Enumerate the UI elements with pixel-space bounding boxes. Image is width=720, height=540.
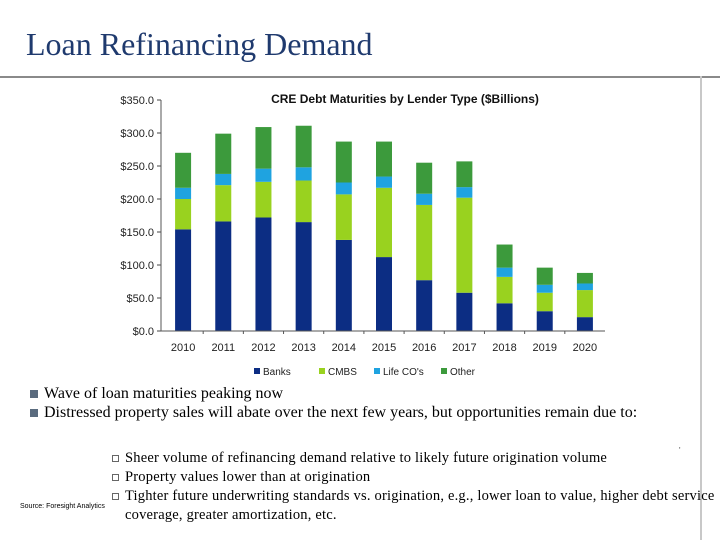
stray-mark: ' xyxy=(679,446,681,455)
bar-segment-life-co-s xyxy=(255,168,272,182)
bar-segment-life-co-s xyxy=(376,176,392,188)
y-tick-label: $250.0 xyxy=(120,161,154,173)
legend-swatch xyxy=(254,368,260,374)
legend-swatch xyxy=(319,368,325,374)
bar-segment-banks xyxy=(255,217,272,331)
bar-segment-cmbs xyxy=(456,197,473,293)
bar-segment-life-co-s xyxy=(536,284,553,293)
x-tick-label: 2012 xyxy=(251,342,275,354)
x-tick-label: 2016 xyxy=(412,342,436,354)
bullet-list: Wave of loan maturities peaking now Dist… xyxy=(30,384,704,422)
bullet-square-icon xyxy=(30,390,38,398)
bar-segment-cmbs xyxy=(576,290,593,318)
bar-segment-banks xyxy=(295,222,312,331)
bar-segment-banks xyxy=(456,292,473,331)
source-note: Source: Foresight Analytics xyxy=(20,503,105,510)
x-tick-label: 2011 xyxy=(211,342,235,354)
bar-segment-cmbs xyxy=(335,194,352,240)
sub-bullet-item: Property values lower than at originatio… xyxy=(112,468,715,487)
bar-segment-other xyxy=(416,162,433,194)
bar-segment-cmbs xyxy=(536,292,553,312)
y-tick-label: $350.0 xyxy=(120,95,154,107)
bar-segment-life-co-s xyxy=(496,267,513,277)
right-divider xyxy=(700,76,702,540)
x-tick-label: 2015 xyxy=(372,342,396,354)
legend-swatch xyxy=(441,368,447,374)
chart-title: CRE Debt Maturities by Lender Type ($Bil… xyxy=(271,92,539,106)
bar-segment-banks xyxy=(576,317,593,331)
bullet-square-icon xyxy=(30,409,38,417)
maturities-chart: CRE Debt Maturities by Lender Type ($Bil… xyxy=(120,92,605,378)
bar-segment-cmbs xyxy=(416,204,433,281)
y-tick-label: $200.0 xyxy=(120,194,154,206)
legend-label: CMBS xyxy=(328,367,357,378)
legend-label: Banks xyxy=(263,367,291,378)
sub-bullet-square-icon xyxy=(112,455,119,462)
sub-bullet-item: Sheer volume of refinancing demand relat… xyxy=(112,449,715,468)
slide-title: Loan Refinancing Demand xyxy=(26,26,373,62)
bar-segment-cmbs xyxy=(376,187,392,258)
bar-segment-life-co-s xyxy=(295,167,312,181)
bar-segment-banks xyxy=(215,221,232,331)
sub-bullet-item: Tighter future underwriting standards vs… xyxy=(112,487,715,525)
bullet-item: Distressed property sales will abate ove… xyxy=(30,403,704,422)
x-tick-label: 2017 xyxy=(452,342,476,354)
sub-bullet-square-icon xyxy=(112,493,119,500)
bar-segment-cmbs xyxy=(175,199,192,230)
bar-segment-banks xyxy=(416,280,433,331)
bar-segment-other xyxy=(175,152,192,188)
bullet-text: Wave of loan maturities peaking now xyxy=(44,385,284,402)
title-divider xyxy=(0,76,720,78)
y-axis: $0.0 $50.0 $100.0 $150.0 $200.0 $250.0 $300.0 $… xyxy=(120,95,162,338)
bar-segment-life-co-s xyxy=(456,187,473,198)
bar-segment-life-co-s xyxy=(175,187,192,199)
sub-bullet-square-icon xyxy=(112,474,119,481)
y-tick-label: $100.0 xyxy=(120,260,154,272)
legend-label: Life CO's xyxy=(383,367,424,378)
x-tick-label: 2019 xyxy=(532,342,556,354)
bar-segment-other xyxy=(295,125,312,168)
x-tick-label: 2020 xyxy=(573,342,597,354)
bar-segment-life-co-s xyxy=(215,173,232,186)
bar-segment-cmbs xyxy=(215,185,232,222)
bar-segment-other xyxy=(536,267,553,285)
bar-segment-other xyxy=(456,161,473,188)
bar-segment-life-co-s xyxy=(576,283,593,291)
bar-segment-cmbs xyxy=(255,181,272,218)
bar-segment-other xyxy=(215,133,232,174)
sub-bullet-text: Sheer volume of refinancing demand relat… xyxy=(125,450,608,466)
bar-segment-banks xyxy=(536,311,553,331)
x-tick-label: 2013 xyxy=(291,342,315,354)
sub-bullet-text: Tighter future underwriting standards vs… xyxy=(125,488,715,523)
legend-swatch xyxy=(374,368,380,374)
bar-segment-banks xyxy=(376,257,392,331)
bar-segment-other xyxy=(576,272,593,284)
legend-label: Other xyxy=(450,367,476,378)
bar-segment-other xyxy=(496,244,513,268)
bar-segment-other xyxy=(376,141,392,177)
x-tick-label: 2018 xyxy=(492,342,516,354)
y-tick-label: $0.0 xyxy=(133,326,154,338)
x-tick-label: 2010 xyxy=(171,342,195,354)
y-tick-label: $150.0 xyxy=(120,227,154,239)
chart-legend: Banks CMBS Life CO's Other xyxy=(254,367,476,378)
bar-segment-banks xyxy=(496,303,513,331)
bar-plot-area xyxy=(175,125,593,331)
bar-segment-cmbs xyxy=(496,276,513,304)
bar-segment-other xyxy=(255,127,272,169)
sub-bullet-text: Property values lower than at originatio… xyxy=(125,469,371,485)
bar-segment-other xyxy=(335,141,352,183)
x-tick-label: 2014 xyxy=(332,342,356,354)
bar-segment-banks xyxy=(175,229,192,331)
bullet-item: Wave of loan maturities peaking now xyxy=(30,384,704,403)
sub-bullet-list: Sheer volume of refinancing demand relat… xyxy=(112,449,715,525)
bar-segment-banks xyxy=(335,239,352,331)
bullet-text: Distressed property sales will abate ove… xyxy=(44,404,638,421)
bar-segment-life-co-s xyxy=(416,193,433,205)
y-tick-label: $50.0 xyxy=(126,293,154,305)
x-axis: 2010 2011 2012 2013 2014 2015 2016 2017 2018 2019… xyxy=(161,330,605,354)
bar-segment-cmbs xyxy=(295,180,312,223)
y-tick-label: $300.0 xyxy=(120,128,154,140)
bar-segment-life-co-s xyxy=(335,182,352,195)
